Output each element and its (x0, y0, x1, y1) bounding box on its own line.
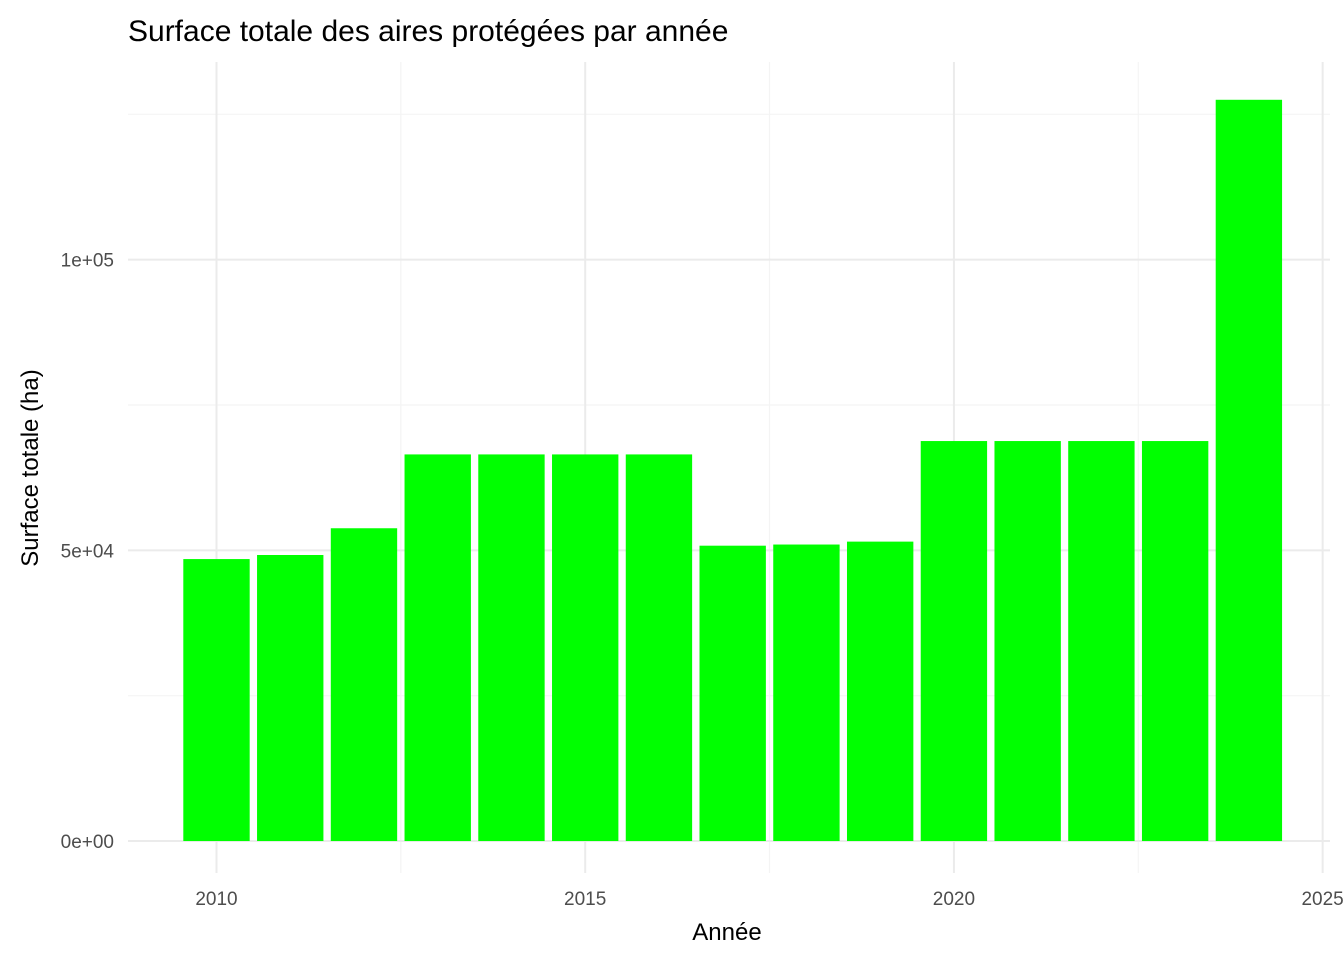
bar-2022 (1068, 441, 1135, 842)
bar-2019 (846, 541, 914, 842)
bar-2020 (920, 441, 988, 842)
bar-2024 (1215, 99, 1283, 842)
bar-2018 (773, 544, 840, 842)
y-tick-label: 1e+05 (61, 251, 114, 272)
bar-2023 (1141, 441, 1209, 842)
y-tick-label: 5e+04 (61, 541, 115, 562)
x-tick-label: 2020 (933, 889, 975, 910)
x-tick-label: 2010 (195, 889, 237, 910)
bar-2015 (552, 454, 619, 842)
x-axis-tick-labels: 2010 2015 2020 2025 (195, 889, 1343, 910)
bar-2012 (330, 528, 398, 842)
y-tick-label: 0e+00 (61, 832, 114, 853)
bar-2010 (183, 559, 250, 842)
bar-2017 (699, 545, 766, 842)
bar-2014 (478, 454, 545, 842)
bar-2016 (625, 454, 693, 842)
x-tick-label: 2015 (564, 889, 606, 910)
bar-2011 (257, 554, 324, 842)
bar-2021 (994, 441, 1061, 842)
y-axis-tick-labels: 0e+00 5e+04 1e+05 (61, 251, 115, 853)
bar-2013 (404, 454, 471, 842)
x-axis-title: Année (692, 919, 761, 946)
y-axis-title: Surface totale (ha) (17, 369, 44, 566)
x-tick-label: 2025 (1301, 889, 1343, 910)
bars (183, 99, 1283, 842)
chart-title: Surface totale des aires protégées par a… (128, 15, 728, 48)
